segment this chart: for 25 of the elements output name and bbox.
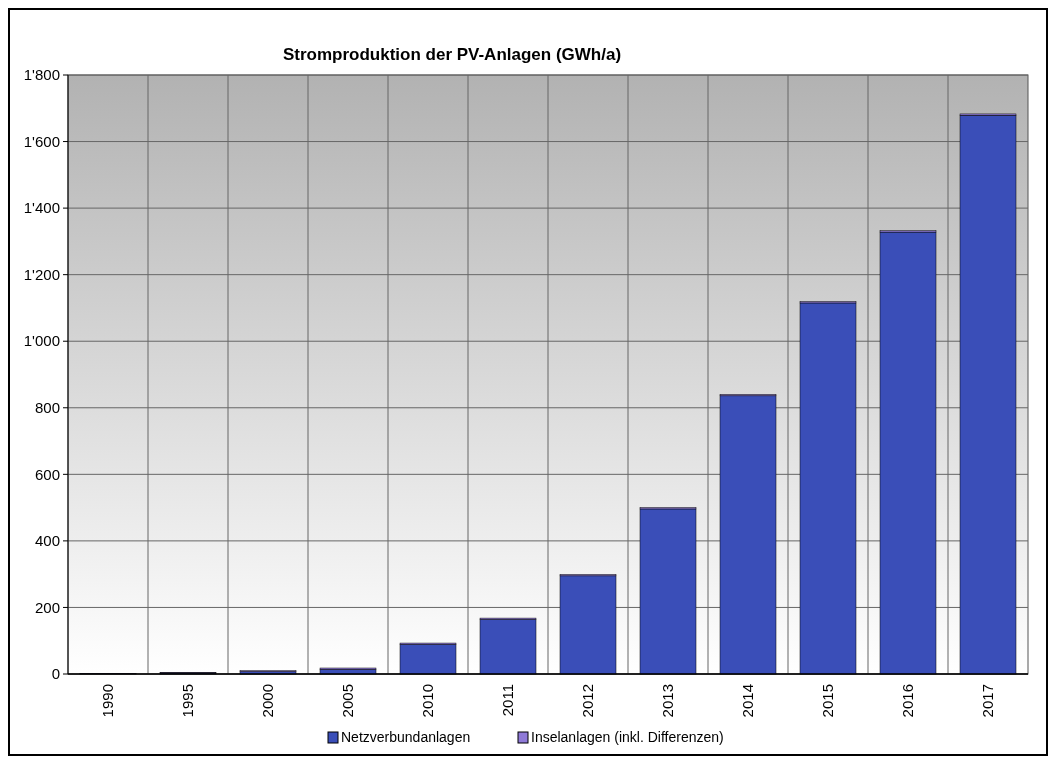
x-tick-label: 2010	[419, 684, 437, 718]
y-tick-label: 1'800	[23, 66, 60, 84]
legend-label: Inselanlagen (inkl. Differenzen)	[531, 729, 724, 745]
x-tick-label: 2000	[259, 684, 277, 718]
y-tick-label: 800	[34, 399, 60, 417]
x-tick-label: 2014	[739, 684, 757, 718]
chart-title: Stromproduktion der PV-Anlagen (GWh/a)	[282, 45, 622, 64]
legend-label: Netzverbundanlagen	[341, 729, 471, 745]
x-tick-label: 2011	[499, 684, 517, 717]
x-tick-label: 1990	[99, 684, 117, 718]
y-tick-label: 600	[34, 465, 60, 483]
y-tick-label: 1'000	[23, 332, 60, 350]
x-tick-label: 2017	[979, 684, 997, 718]
x-tick-label: 2015	[819, 684, 837, 718]
x-tick-label: 2012	[579, 684, 597, 718]
x-tick-label: 1995	[179, 684, 197, 718]
y-tick-label: 1'200	[23, 265, 60, 283]
y-tick-label: 0	[51, 665, 60, 683]
y-tick-label: 1'600	[23, 132, 60, 150]
x-tick-label: 2016	[899, 684, 917, 718]
x-tick-label: 2013	[659, 684, 677, 718]
y-tick-label: 1'400	[23, 199, 60, 217]
y-tick-label: 400	[34, 532, 60, 550]
y-tick-label: 200	[34, 598, 60, 616]
x-tick-label: 2005	[339, 684, 357, 718]
